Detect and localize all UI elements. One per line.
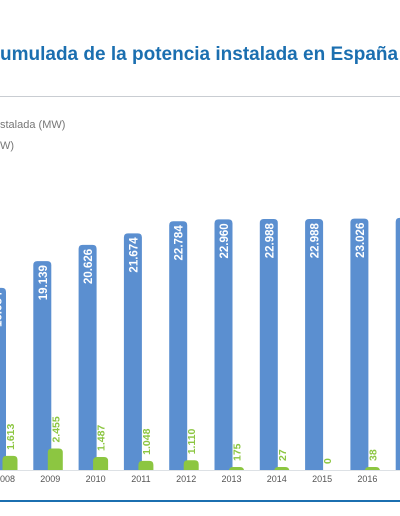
green-value-label-2015: 0 xyxy=(322,458,334,464)
green-value-label-2011: 1.048 xyxy=(141,428,153,454)
blue-value-label-2009: 19.139 xyxy=(38,265,50,300)
blue-bar-2016 xyxy=(350,218,369,470)
blue-bar-2010 xyxy=(78,244,97,470)
category-label-2012: 2012 xyxy=(176,474,196,484)
green-bar-2012 xyxy=(183,460,199,470)
category-label-2014: 2014 xyxy=(267,474,287,484)
title-divider xyxy=(0,96,400,97)
legend-annual-power: W) xyxy=(0,140,15,152)
category-label-2015: 2015 xyxy=(312,474,332,484)
blue-bar-2012 xyxy=(169,221,188,470)
blue-bar-2013 xyxy=(214,219,233,470)
blue-bar-2011 xyxy=(123,233,142,470)
green-bar-2010 xyxy=(93,457,109,470)
blue-value-label-2014: 22.988 xyxy=(264,222,276,258)
chart-title: umulada de la potencia instalada en Espa… xyxy=(0,44,399,65)
blue-value-label-2011: 21.674 xyxy=(128,237,140,273)
green-value-label-2012: 1.110 xyxy=(186,428,198,454)
green-value-label-2016: 38 xyxy=(367,449,379,461)
green-value-label-2009: 2.455 xyxy=(50,416,62,442)
blue-value-label-2013: 22.960 xyxy=(219,223,231,258)
blue-value-label-2015: 22.988 xyxy=(310,222,322,258)
blue-bar-2014 xyxy=(259,219,278,470)
blue-bar-2008 xyxy=(0,287,6,470)
category-label-2008: 2008 xyxy=(0,474,15,484)
blue-value-label-2010: 20.626 xyxy=(83,249,95,284)
blue-value-label-2008: 16.684 xyxy=(0,291,5,327)
blue-bar-2009 xyxy=(33,261,52,470)
category-label-2016: 2016 xyxy=(357,474,377,484)
green-bar-2011 xyxy=(138,460,154,470)
legend-installed-power: stalada (MW) xyxy=(0,119,66,131)
category-label-2013: 2013 xyxy=(221,474,241,484)
category-label-2011: 2011 xyxy=(131,474,150,484)
green-value-label-2008: 1.613 xyxy=(5,423,17,449)
blue-value-label-2016: 23.026 xyxy=(355,223,367,258)
green-bar-2009 xyxy=(47,448,63,470)
category-label-2009: 2009 xyxy=(40,474,60,484)
blue-bar-2015 xyxy=(305,219,324,470)
green-value-label-2014: 27 xyxy=(277,449,289,461)
green-value-label-2013: 175 xyxy=(232,443,244,461)
green-value-label-2010: 1.487 xyxy=(96,425,108,451)
blue-bar-2017 xyxy=(395,217,400,470)
blue-value-label-2012: 22.784 xyxy=(174,225,186,261)
bottom-divider xyxy=(0,500,400,502)
green-bar-2008 xyxy=(2,455,18,470)
category-label-2010: 2010 xyxy=(86,474,106,484)
